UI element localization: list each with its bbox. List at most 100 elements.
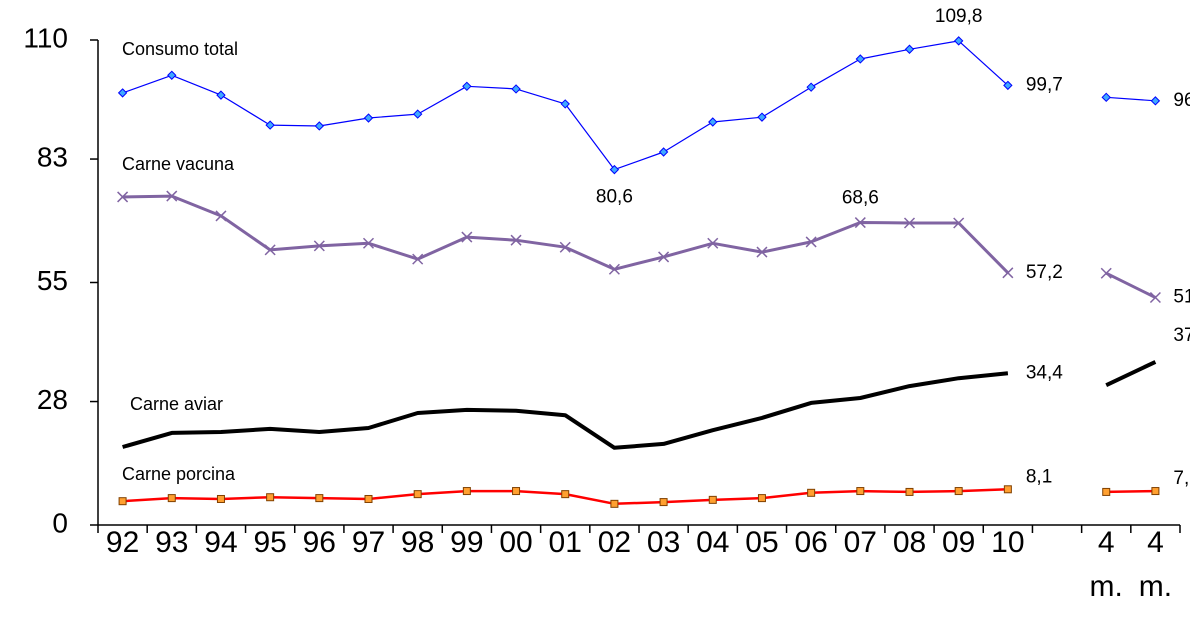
point — [167, 70, 177, 80]
point — [511, 84, 521, 94]
point — [559, 241, 571, 253]
series: 8,1 7,7 Carne porcina — [118, 464, 1190, 508]
point — [953, 217, 965, 229]
x-tick-label: 09 — [941, 526, 976, 559]
point — [659, 498, 668, 507]
x-tick-label: 4 m. — [1089, 526, 1123, 603]
point — [413, 490, 422, 499]
x-tick-label: 93 — [155, 526, 189, 559]
point — [461, 231, 473, 243]
point — [561, 490, 570, 499]
point — [855, 54, 866, 64]
x-tick-label: 04 — [696, 526, 730, 559]
x-tick-label: 08 — [892, 526, 927, 559]
data-label: 99,7 — [1026, 74, 1063, 95]
x-tick-label: 07 — [843, 526, 877, 559]
point — [707, 237, 719, 249]
point — [610, 499, 619, 508]
data-label: 57,2 — [1026, 262, 1063, 283]
point — [512, 487, 521, 496]
x-tick-label: 94 — [204, 526, 238, 559]
point — [756, 246, 768, 258]
x-tick-label: 4 m. — [1138, 526, 1173, 603]
series-line — [122, 360, 1157, 450]
point — [806, 82, 816, 92]
data-label: 109,8 — [935, 6, 983, 27]
point — [118, 497, 127, 506]
point — [216, 494, 225, 503]
series-name: Consumo total — [122, 39, 238, 59]
x-tick-label: 01 — [548, 526, 582, 559]
point — [905, 487, 914, 496]
point — [708, 117, 718, 127]
x-tick-label: 06 — [794, 526, 828, 559]
point — [757, 494, 766, 503]
point — [708, 495, 717, 504]
x-tick-label: 00 — [499, 526, 533, 559]
x-tick-label: 05 — [745, 526, 779, 559]
point — [117, 191, 129, 203]
data-label: 34,4 — [1026, 362, 1063, 383]
x-tick-label: 95 — [253, 526, 287, 559]
point — [757, 112, 767, 122]
x-tick-label: 96 — [302, 526, 336, 559]
point — [265, 120, 275, 130]
point — [658, 251, 670, 263]
point — [1100, 267, 1112, 279]
y-tick-label: 55 — [37, 265, 68, 296]
data-label: 80,6 — [596, 187, 633, 208]
series: 80,6 109,8 99,7 96,2 Consumo total — [117, 6, 1190, 208]
point — [658, 147, 669, 157]
point — [117, 88, 128, 98]
data-label: 8,1 — [1026, 466, 1052, 487]
point — [1151, 487, 1160, 496]
point — [266, 493, 275, 502]
point — [609, 164, 620, 175]
x-tick-label: 10 — [991, 526, 1025, 559]
series-line — [122, 40, 1156, 171]
point — [264, 244, 276, 256]
series: 68,6 57,2 51,6 Carne vacuna — [117, 154, 1190, 308]
series-name: Carne aviar — [130, 394, 223, 414]
y-tick-label: 0 — [52, 507, 68, 538]
point — [412, 253, 424, 265]
point — [462, 487, 471, 496]
y-tick-label: 83 — [37, 141, 68, 172]
series-line — [122, 194, 1157, 299]
point — [167, 494, 176, 503]
point — [1003, 80, 1013, 91]
point — [954, 487, 963, 496]
point — [560, 99, 570, 109]
point — [313, 240, 325, 252]
x-tick-label: 98 — [400, 526, 435, 559]
point — [412, 109, 423, 119]
point — [856, 487, 865, 496]
point — [362, 237, 375, 249]
point — [903, 217, 916, 229]
point — [510, 234, 522, 246]
point — [1149, 291, 1161, 304]
point — [364, 494, 373, 503]
x-tick-label: 02 — [597, 526, 632, 559]
x-tick-label: 92 — [105, 526, 140, 559]
point — [462, 81, 472, 92]
series-name: Carne vacuna — [122, 154, 235, 174]
point — [807, 488, 816, 497]
point — [216, 90, 226, 100]
x-tick-label: 99 — [450, 526, 484, 559]
point — [215, 210, 227, 222]
x-tick-label: 03 — [646, 526, 681, 559]
data-label: 96,2 — [1173, 90, 1190, 111]
data-label: 7,7 — [1173, 468, 1190, 489]
point — [1003, 485, 1012, 494]
series: 34,4 37,0 Carne aviar — [122, 325, 1190, 450]
data-label: 68,6 — [842, 188, 879, 209]
point — [1101, 92, 1111, 103]
point — [854, 217, 866, 229]
point — [166, 190, 178, 202]
point — [1150, 96, 1161, 106]
point — [1102, 487, 1111, 496]
y-tick-label: 110 — [23, 22, 68, 53]
